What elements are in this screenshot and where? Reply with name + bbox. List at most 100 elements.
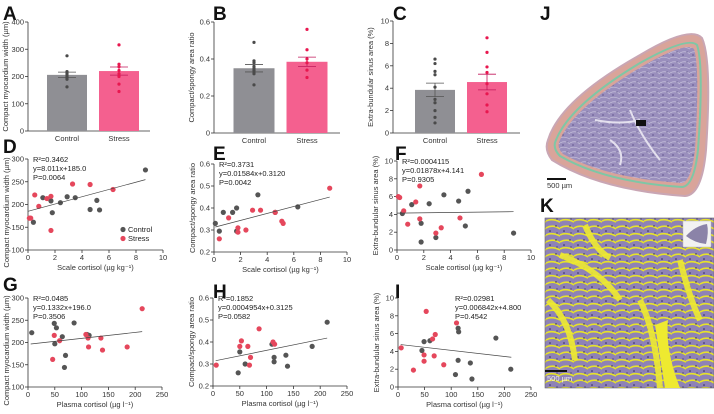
panel-letter: J <box>540 4 551 25</box>
x-tick-label: 0 <box>26 253 30 262</box>
y-tick-label: 4 <box>390 347 394 356</box>
stress-point <box>85 335 91 341</box>
data-point <box>65 77 69 81</box>
stress-point <box>249 207 256 213</box>
control-point <box>419 347 425 354</box>
control-point <box>220 209 226 215</box>
panel-letter: F <box>395 144 407 165</box>
control-point <box>230 209 236 215</box>
data-point <box>433 101 437 105</box>
panel-b-chart: B 0 0.2 0.4 0.6 Compact/spongy area ratio Cont… <box>187 4 340 145</box>
stress-point <box>36 203 42 209</box>
data-point <box>485 82 489 86</box>
stress-point <box>237 343 243 349</box>
data-point <box>117 62 121 66</box>
stress-point <box>410 367 417 373</box>
y-tick-label: 2 <box>389 228 393 237</box>
stress-point <box>421 352 427 358</box>
stress-point <box>98 335 104 341</box>
data-point <box>117 74 121 79</box>
y-tick-label: 300 <box>11 45 24 54</box>
x-tick-label: 4 <box>449 253 453 262</box>
x-tick-label: 8 <box>318 255 322 264</box>
stress-point <box>243 227 249 233</box>
annotation-eq: y=0.01584x+0.3120 <box>219 169 285 178</box>
error-bar <box>478 73 496 91</box>
category-label: Stress <box>108 134 130 143</box>
control-point <box>64 194 70 200</box>
bar-stress <box>467 82 507 133</box>
x-tick-label: 50 <box>236 389 244 398</box>
x-tick-label: 150 <box>102 390 115 399</box>
annotation-p: P=0.0042 <box>219 178 251 187</box>
stress-point <box>327 185 333 191</box>
data-point <box>65 85 69 89</box>
control-point <box>53 325 60 331</box>
y-tick-label: 0.4 <box>199 338 209 347</box>
x-tick-label: 100 <box>445 390 458 399</box>
control-point <box>72 195 78 201</box>
stress-point <box>417 183 423 189</box>
legend-entry: Stress <box>128 234 150 243</box>
control-point <box>462 223 468 229</box>
stress-point <box>246 362 253 368</box>
control-point <box>48 198 54 204</box>
y-tick-label: 4 <box>389 210 393 219</box>
bar-stress <box>99 71 139 131</box>
x-tick-label: 8 <box>502 253 506 262</box>
y-tick-label: 0 <box>206 129 210 138</box>
y-axis-label: Compact/spongy area ratio <box>188 163 197 253</box>
annotation-r2: R²=0.3462 <box>33 155 68 164</box>
panel-letter: E <box>213 144 226 165</box>
data-point <box>433 97 437 101</box>
data-point <box>252 83 256 87</box>
annotation-p: P=0.3506 <box>33 312 65 321</box>
annotation-p: P=0.9305 <box>402 175 434 184</box>
stress-point <box>51 332 57 338</box>
panel-j-histology: J 500 µm <box>540 4 710 198</box>
control-point <box>142 167 149 173</box>
y-tick-label: 10 <box>381 17 389 26</box>
data-point <box>252 72 256 76</box>
control-point <box>456 329 462 335</box>
panel-i-chart: I 0 2 4 6 8 10 Extra-bundular sinus area (%) 0 50… <box>372 282 537 409</box>
y-tick-label: 2 <box>390 365 394 374</box>
stress-point <box>87 181 93 188</box>
annotation-p: P=0.0064 <box>33 173 65 182</box>
control-point <box>421 339 427 345</box>
stress-point <box>413 199 419 205</box>
y-tick-label: 400 <box>11 18 24 27</box>
x-tick-label: 0 <box>211 389 215 398</box>
y-tick-label: 200 <box>11 200 24 209</box>
stress-point <box>245 343 251 349</box>
control-point <box>29 330 35 336</box>
annotation-r2: R²=0.02981 <box>455 294 494 303</box>
panel-letter: G <box>3 275 18 296</box>
y-tick-label: 0.4 <box>200 55 210 64</box>
regression-line <box>396 211 514 214</box>
y-tick-label: 8 <box>385 39 389 48</box>
y-axis-label: Extra-bundular sinus area (%) <box>371 155 380 255</box>
stress-point <box>432 331 438 338</box>
data-point <box>433 57 437 61</box>
y-tick-label: 200 <box>11 338 24 347</box>
data-point <box>305 48 309 52</box>
y-tick-label: 4 <box>385 84 389 93</box>
stress-point <box>397 194 403 201</box>
stress-point <box>431 353 437 359</box>
annotation-p: P=0.0582 <box>218 312 250 321</box>
annotation-p: P=0.4542 <box>455 312 487 321</box>
data-point <box>117 43 121 47</box>
panel-letter: I <box>395 282 400 303</box>
stress-point <box>32 192 38 198</box>
y-axis-label: Compact/spongy area ratio <box>187 32 196 122</box>
panel-k-histology: K 500 µm <box>540 196 714 389</box>
control-point <box>456 198 462 204</box>
data-point <box>485 36 489 40</box>
x-tick-label: 8 <box>134 253 138 262</box>
data-point <box>65 54 69 58</box>
x-tick-label: 4 <box>265 255 269 264</box>
data-point <box>117 68 121 73</box>
regression-line <box>215 337 328 362</box>
